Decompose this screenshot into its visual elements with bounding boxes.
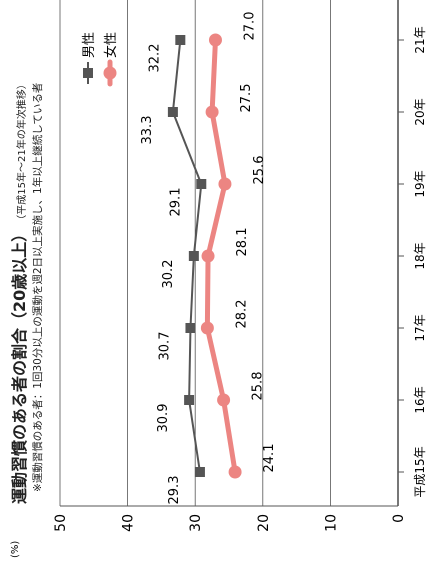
data-point-male: [167, 107, 178, 117]
y-tick-label: 20: [256, 514, 272, 532]
data-label-female: 25.8: [251, 372, 266, 401]
data-label-male: 32.2: [147, 44, 162, 73]
data-point-male: [175, 35, 186, 45]
legend-marker-male: [83, 68, 93, 78]
data-point-female: [228, 465, 242, 479]
data-label-female: 28.2: [234, 300, 249, 329]
x-tick-label: 16年: [413, 386, 427, 413]
data-label-female: 24.1: [262, 444, 277, 473]
data-label-male: 29.1: [168, 188, 183, 217]
data-label-male: 33.3: [140, 116, 155, 145]
data-label-female: 27.5: [239, 84, 254, 113]
y-tick-label: 0: [391, 514, 407, 523]
legend-label-female: 女性: [103, 32, 119, 58]
x-tick-label: 21年: [413, 26, 427, 53]
data-point-female: [208, 33, 222, 47]
data-point-female: [217, 393, 231, 407]
y-tick-label: 10: [323, 514, 339, 532]
y-axis-label: (%): [10, 541, 21, 558]
data-point-male: [196, 179, 207, 189]
y-tick-label: 40: [121, 514, 137, 532]
chart-title: 運動習慣のある者の割合（20歳以上） （平成15年〜21年の年次推移）: [6, 79, 30, 504]
data-point-female: [200, 321, 214, 335]
data-label-male: 30.2: [161, 260, 176, 289]
y-tick-label: 50: [53, 514, 69, 532]
data-point-male: [184, 395, 195, 405]
data-point-female: [201, 249, 215, 263]
legend-label-male: 男性: [82, 32, 97, 58]
data-point-male: [188, 251, 199, 261]
chart-note: ※運動習慣のある者：1回30分以上の運動を週2日以上実施し、1年以上継続している…: [32, 82, 44, 492]
data-label-male: 30.9: [156, 404, 171, 433]
data-point-female: [205, 105, 219, 119]
y-tick-label: 30: [188, 514, 204, 532]
chart-subtitle: （平成15年〜21年の年次推移）: [17, 79, 28, 220]
data-label-male: 30.7: [157, 332, 172, 361]
data-point-female: [218, 177, 232, 191]
x-tick-label: 20年: [413, 98, 427, 125]
x-tick-label: 17年: [413, 314, 427, 341]
data-label-female: 28.1: [235, 228, 250, 257]
x-tick-label: 18年: [413, 242, 427, 269]
data-label-female: 27.0: [242, 12, 257, 41]
data-label-male: 29.3: [167, 476, 182, 505]
legend-marker-female: [103, 66, 117, 80]
x-tick-label: 平成15年: [413, 446, 427, 497]
data-point-male: [185, 323, 196, 333]
x-tick-label: 19年: [413, 170, 427, 197]
data-label-female: 25.6: [252, 156, 267, 185]
chart-title-text: 運動習慣のある者の割合（20歳以上）: [10, 225, 29, 504]
data-point-male: [194, 467, 205, 477]
